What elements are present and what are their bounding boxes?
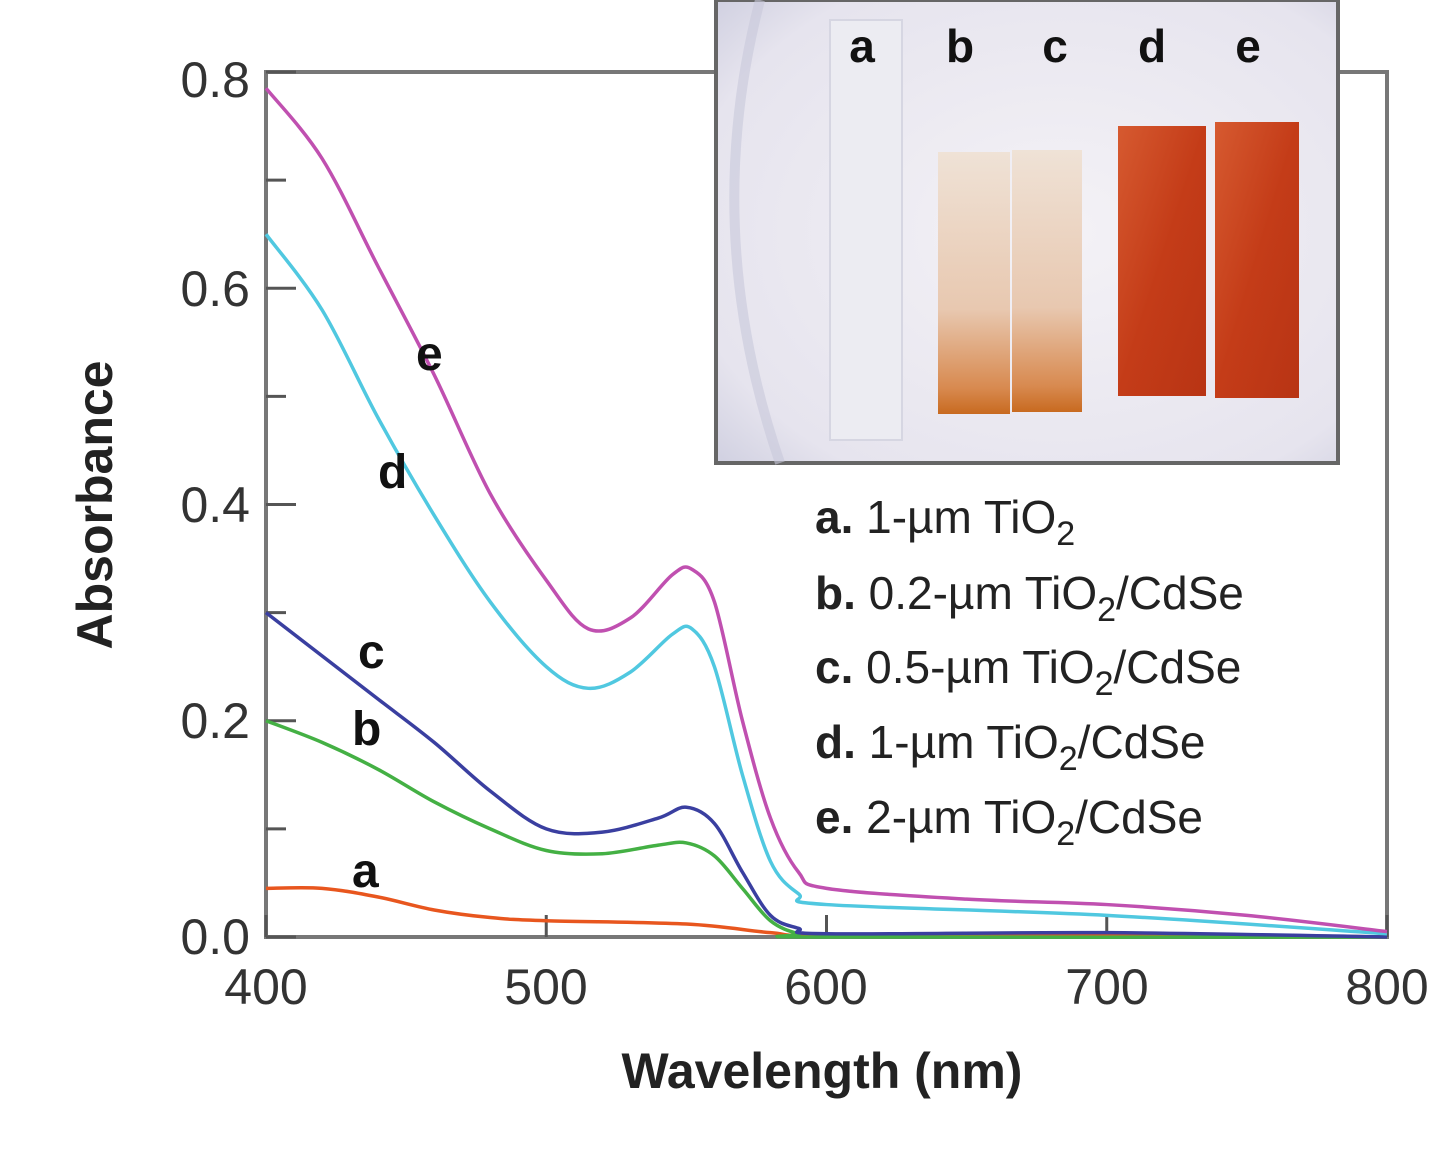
legend-entry-e: e. 2-µm TiO2/CdSe [815,791,1203,853]
legend-entry-b: b. 0.2-µm TiO2/CdSe [815,567,1244,629]
series-line-b [265,719,1388,939]
legend-entry-d: d. 1-µm TiO2/CdSe [815,716,1206,778]
x-tick-labels: 400 500 600 700 800 [224,959,1428,1015]
sample-c [1012,150,1082,412]
y-tick-label: 0.6 [180,261,250,317]
y-tick-label: 0.4 [180,477,250,533]
x-axis-title: Wavelength (nm) [622,1043,1023,1099]
inset-label-c: c [1042,20,1068,72]
y-tick-label: 0.0 [180,909,250,965]
curve-label-e: e [416,328,443,381]
inset-label-a: a [849,20,875,72]
inset-label-e: e [1235,20,1261,72]
inset-photo: a b c d e [714,0,1340,465]
inset-label-b: b [946,20,974,72]
legend-entry-c: c. 0.5-µm TiO2/CdSe [815,641,1241,703]
x-tick-label: 800 [1345,959,1428,1015]
sample-d [1118,126,1206,396]
y-tick-label: 0.2 [180,693,250,749]
sample-a [829,19,903,441]
curve-label-b: b [352,703,381,756]
y-tick-label: 0.8 [180,52,250,108]
series-line-e [264,87,1388,934]
x-tick-label: 500 [504,959,587,1015]
legend-entry-a: a. 1-µm TiO2 [815,491,1075,553]
x-tick-label: 700 [1065,959,1148,1015]
x-tick-label: 600 [784,959,867,1015]
series-curves [264,87,1388,939]
y-tick-labels: 0.0 0.2 0.4 0.6 0.8 [180,52,250,965]
curve-labels: a b c d e [352,328,443,898]
curve-label-c: c [358,626,385,679]
sample-e [1215,122,1299,398]
x-tick-label: 400 [224,959,307,1015]
y-axis-title: Absorbance [67,361,123,650]
series-line-d [264,233,1388,936]
curve-label-d: d [378,446,407,499]
inset-label-d: d [1138,20,1166,72]
sample-b [938,152,1010,414]
series-line-c [264,611,1388,939]
legend: a. 1-µm TiO2 b. 0.2-µm TiO2/CdSe c. 0.5-… [815,491,1244,853]
curve-label-a: a [352,845,379,898]
